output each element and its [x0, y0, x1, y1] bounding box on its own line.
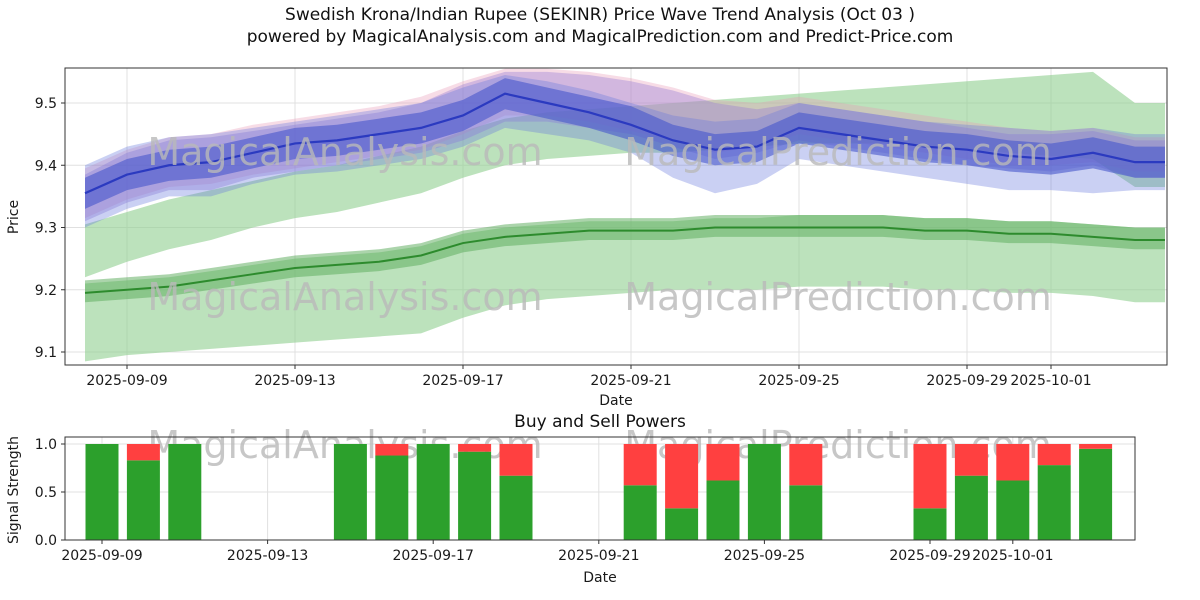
price-ylabel: Price: [6, 200, 22, 234]
buy-bar-2025-09-18: [458, 451, 492, 540]
buy-bar-2025-09-25: [747, 444, 781, 540]
signal-xtick-label: 2025-10-01: [972, 548, 1053, 564]
buy-bar-2025-09-19: [499, 475, 533, 540]
signal-plot-frame: [64, 436, 1136, 541]
price-ytick-label: 9.2: [35, 283, 57, 299]
price-xtick-label: 2025-09-25: [758, 373, 839, 389]
price-xtick-label: 2025-10-01: [1010, 373, 1091, 389]
sell-bar-2025-09-16: [375, 444, 409, 456]
signal-ytick-label: 1.0: [35, 437, 57, 453]
price-ytick-label: 9.4: [35, 158, 57, 174]
signal-xtick-label: 2025-09-21: [558, 548, 639, 564]
signal-xtick-label: 2025-09-29: [889, 548, 970, 564]
price-xtick-label: 2025-09-17: [422, 373, 503, 389]
signal-xtick-label: 2025-09-09: [61, 548, 142, 564]
sell-bar-2025-09-10: [126, 444, 160, 461]
buy-bar-2025-09-16: [375, 455, 409, 540]
price-xtick-label: 2025-09-29: [926, 373, 1007, 389]
sell-bar-2025-09-29: [913, 444, 947, 509]
buy-bar-2025-09-15: [333, 444, 367, 540]
buy-bar-2025-09-26: [789, 485, 823, 540]
price-xlabel: Date: [599, 393, 632, 409]
signal-ylabel: Signal Strength: [6, 436, 22, 544]
sell-bar-2025-09-23: [665, 444, 699, 509]
sell-bar-2025-10-01: [996, 444, 1030, 481]
watermark-magicalprediction: MagicalPrediction.com: [624, 275, 1052, 319]
buy-bar-2025-09-22: [623, 485, 657, 540]
figure-subtitle: powered by MagicalAnalysis.com and Magic…: [246, 27, 954, 47]
buy-bar-2025-09-17: [416, 444, 450, 540]
buy-bar-2025-09-29: [913, 508, 947, 540]
green-upper-forecast-band: [85, 71, 1165, 278]
green-trend-line: [84, 226, 1165, 294]
buy-bar-2025-09-24: [706, 480, 740, 540]
buy-bar-2025-10-03: [1079, 448, 1113, 540]
figure-title: Swedish Krona/Indian Rupee (SEKINR) Pric…: [285, 5, 915, 25]
buy-bar-2025-10-02: [1037, 465, 1071, 540]
price-ytick-label: 9.1: [35, 345, 57, 361]
sell-bar-2025-09-22: [623, 444, 657, 486]
green-core-band: [85, 215, 1165, 303]
sell-bar-2025-09-18: [458, 444, 492, 452]
price-xtick-label: 2025-09-21: [590, 373, 671, 389]
signal-chart-canvas: MagicalAnalysis.comMagicalPrediction.com…: [6, 412, 1136, 586]
green-lower-forecast-band: [85, 215, 1165, 362]
sell-bar-2025-09-24: [706, 444, 740, 481]
buy-bar-2025-09-10: [126, 460, 160, 540]
buy-bar-2025-10-01: [996, 480, 1030, 540]
price-chart-canvas: MagicalAnalysis.com MagicalPrediction.com…: [6, 67, 1168, 409]
price-xtick-label: 2025-09-09: [86, 373, 167, 389]
price-xtick-label: 2025-09-13: [254, 373, 335, 389]
price-ytick-label: 9.5: [35, 96, 57, 112]
price-ytick-label: 9.3: [35, 221, 57, 237]
signal-xlabel: Date: [583, 570, 616, 586]
blue-trend-line: [84, 92, 1165, 195]
signal-xtick-label: 2025-09-25: [724, 548, 805, 564]
sell-bar-2025-10-02: [1037, 444, 1071, 466]
buy-bar-2025-09-30: [954, 475, 988, 540]
watermark-magicalanalysis: MagicalAnalysis.com: [147, 275, 542, 319]
buy-bar-2025-09-11: [168, 444, 202, 540]
signal-xtick-label: 2025-09-13: [227, 548, 308, 564]
signal-xtick-label: 2025-09-17: [393, 548, 474, 564]
watermark-magicalprediction: MagicalPrediction.com: [624, 130, 1052, 174]
sell-bar-2025-09-30: [954, 444, 988, 476]
sell-bar-2025-10-03: [1079, 444, 1113, 449]
buy-bar-2025-09-09: [85, 444, 119, 540]
sell-bar-2025-09-26: [789, 444, 823, 486]
watermark-magicalanalysis: MagicalAnalysis.com: [147, 130, 542, 174]
buy-bar-2025-09-23: [665, 508, 699, 540]
signal-ytick-label: 0.0: [35, 533, 57, 549]
signal-chart-title: Buy and Sell Powers: [514, 412, 686, 432]
signal-ytick-label: 0.5: [35, 485, 57, 501]
sell-bar-2025-09-19: [499, 444, 533, 476]
blue-outer-wave-band: [85, 74, 1165, 228]
price-plot-frame: [64, 67, 1168, 366]
